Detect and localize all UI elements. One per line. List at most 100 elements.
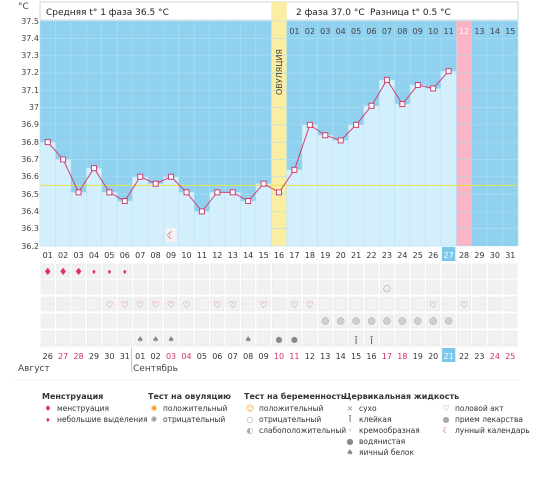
temperature-point — [414, 82, 421, 89]
icon-cell — [40, 296, 55, 312]
temperature-point — [260, 180, 267, 187]
temperature-point — [121, 198, 128, 204]
watery-drop-icon: ● — [291, 335, 298, 344]
temperature-bar — [332, 140, 349, 247]
y-tick-label: 37.3 — [21, 51, 39, 61]
icon-cell — [503, 263, 518, 279]
icon-cell — [256, 263, 271, 279]
icon-cell — [40, 263, 55, 279]
icon-cell — [272, 330, 286, 346]
icon-cell — [256, 279, 271, 295]
icon-cell — [71, 296, 86, 312]
icon-cell — [179, 279, 194, 295]
icon-cell — [503, 330, 518, 346]
icon-cell — [56, 263, 71, 279]
calendar-date: 21 — [444, 352, 454, 361]
icon-cell — [179, 263, 194, 279]
calendar-date: 12 — [305, 352, 315, 361]
calendar-date: 03 — [166, 352, 176, 361]
x-tick-label: 31 — [505, 251, 515, 260]
icon-cell — [441, 296, 456, 312]
heart-icon: ♡ — [167, 301, 175, 311]
current-day-highlight — [441, 247, 456, 261]
temperature-bar — [425, 88, 442, 247]
small-drop-icon: ♦ — [107, 269, 112, 276]
icon-cell — [487, 296, 502, 312]
calendar-date: 22 — [459, 352, 469, 361]
temperature-point — [60, 156, 67, 163]
icon-cell — [333, 279, 348, 295]
x-tick-label: 14 — [243, 251, 253, 260]
egg-white-icon: ♠ — [346, 448, 354, 457]
icon-cell — [457, 313, 471, 329]
icon-cell — [287, 313, 302, 329]
legend-menstruation-title: Менструация — [42, 392, 104, 401]
icon-cell — [441, 263, 456, 279]
icon-cell — [117, 313, 132, 329]
y-tick-label: 36.3 — [21, 224, 39, 234]
pill-icon — [336, 317, 345, 325]
icon-cell — [133, 263, 148, 279]
heart-icon: ♡ — [136, 301, 144, 311]
calendar-date: 10 — [274, 352, 284, 361]
temperature-point — [229, 189, 236, 196]
x-tick-label: 11 — [197, 251, 207, 260]
calendar-date: 15 — [351, 352, 361, 361]
x-tick-label: 07 — [135, 251, 145, 260]
pill-icon — [429, 317, 437, 325]
calendar-date: 08 — [243, 352, 253, 361]
icon-cell — [71, 313, 86, 329]
icon-cell — [457, 263, 471, 279]
legend-cervical-item: × сухо — [344, 404, 377, 413]
temperature-bar — [240, 200, 257, 247]
current-date-highlight — [441, 348, 456, 362]
temperature-point — [306, 121, 313, 128]
sun-icon: ✺ — [150, 404, 158, 413]
blood-drop-icon: ♦ — [74, 267, 83, 278]
icon-cell — [194, 279, 209, 295]
icon-cell — [87, 263, 101, 279]
phase2-day-label: 03 — [320, 27, 330, 36]
heart-icon: ♡ — [105, 301, 113, 311]
temperature-point — [337, 137, 344, 144]
temperature-point — [245, 198, 252, 204]
phase2-day-label: 01 — [289, 27, 299, 36]
icon-cell — [40, 313, 55, 329]
temperature-bar — [101, 192, 118, 247]
temperature-bar — [116, 200, 133, 247]
small-drop-icon: ♦ — [122, 269, 127, 276]
temperature-point — [276, 189, 282, 196]
pill-icon — [367, 317, 376, 325]
temperature-bar — [209, 192, 226, 247]
icon-cell — [102, 313, 117, 329]
calendar-date: 16 — [366, 352, 376, 361]
temperature-point — [383, 76, 390, 83]
temperature-bar — [55, 159, 72, 247]
icon-cell — [472, 313, 487, 329]
temperature-point — [214, 189, 221, 196]
temperature-point — [152, 180, 159, 187]
icon-cell — [426, 263, 441, 279]
icon-cell — [272, 263, 286, 279]
y-tick-label: 36.9 — [21, 120, 39, 130]
icon-cell — [333, 263, 348, 279]
heart-icon: ♡ — [429, 301, 437, 311]
icon-cell — [333, 296, 348, 312]
temperature-bar — [409, 84, 426, 247]
phase2-header: 2 фаза 37.0 °C — [296, 8, 365, 18]
phase2-day-label: 13 — [474, 27, 484, 36]
icon-cell — [241, 296, 256, 312]
x-tick-label: 08 — [151, 251, 161, 260]
temperature-bar — [317, 134, 334, 247]
temperature-bar — [394, 103, 411, 247]
x-tick-label: 03 — [73, 251, 83, 260]
icon-cell — [410, 279, 425, 295]
calendar-date: 28 — [73, 352, 83, 361]
circle-outline-icon: ○ — [246, 415, 254, 424]
icon-cell — [395, 279, 410, 295]
icon-cell — [441, 279, 456, 295]
legend-cervical-item: ● водянистая — [344, 437, 406, 446]
period-column — [456, 21, 472, 246]
legend-other-item: ● прием лекарства — [440, 415, 524, 424]
